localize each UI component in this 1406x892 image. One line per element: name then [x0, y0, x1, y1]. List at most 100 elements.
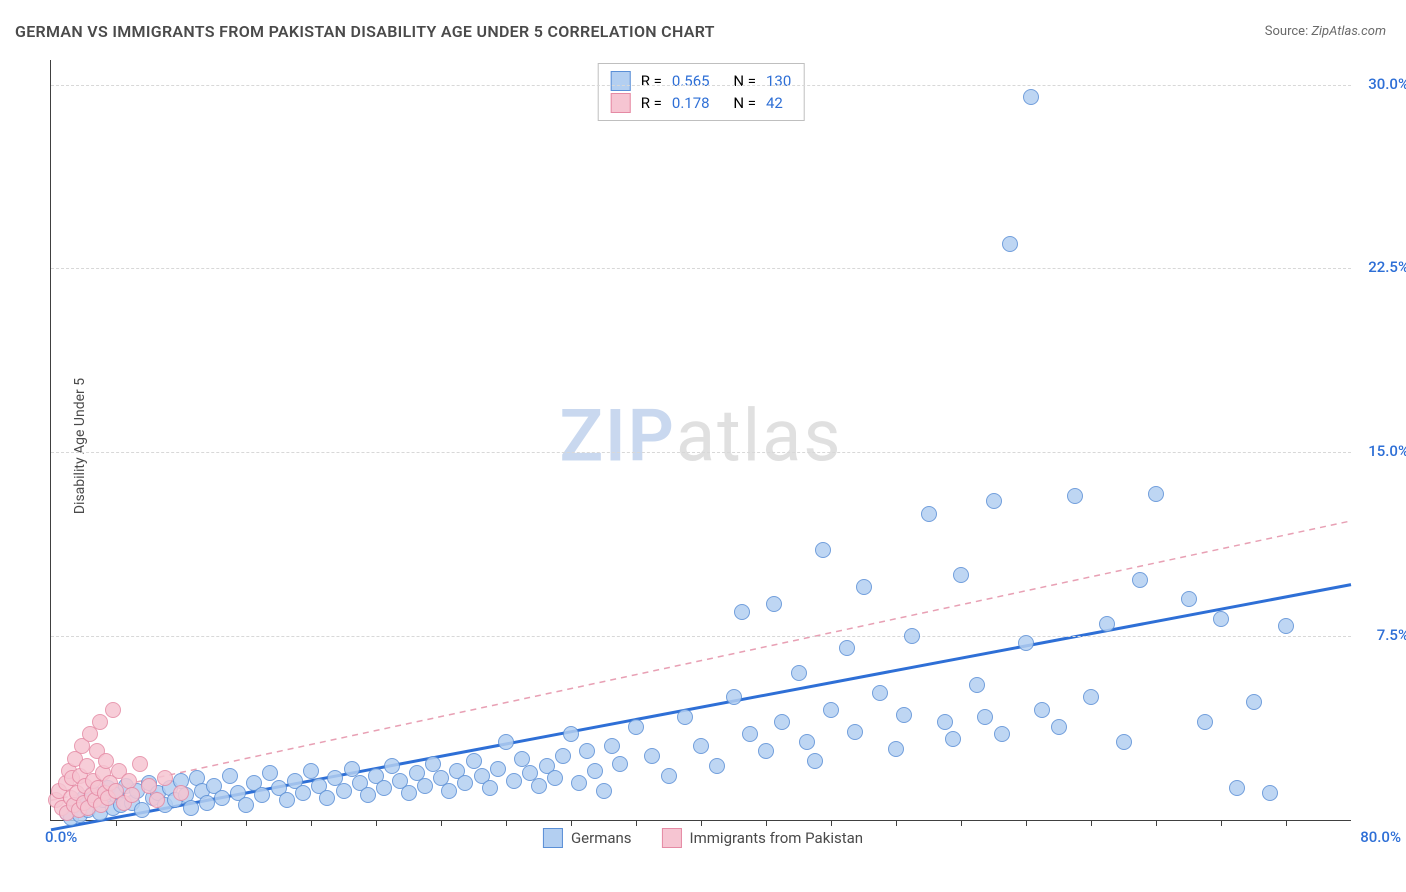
- x-tick-mark: [1156, 820, 1157, 826]
- data-point-germans: [344, 761, 360, 777]
- data-point-germans: [596, 783, 612, 799]
- source-value: ZipAtlas.com: [1311, 24, 1386, 39]
- data-point-germans: [742, 726, 758, 742]
- data-point-germans: [563, 726, 579, 742]
- x-tick-mark: [246, 820, 247, 826]
- legend-item-pakistan: Immigrants from Pakistan: [662, 828, 864, 848]
- data-point-germans: [774, 714, 790, 730]
- y-tick-label: 15.0%: [1368, 442, 1406, 460]
- data-point-germans: [1262, 785, 1278, 801]
- legend-label-pakistan: Immigrants from Pakistan: [690, 829, 864, 847]
- data-point-immigrants-pakistan: [173, 785, 189, 801]
- data-point-germans: [807, 753, 823, 769]
- n-value-pakistan: 42: [766, 92, 783, 114]
- data-point-germans: [945, 731, 961, 747]
- data-point-germans: [726, 689, 742, 705]
- data-point-germans: [1023, 89, 1039, 105]
- data-point-germans: [986, 493, 1002, 509]
- gridline: [51, 85, 1351, 86]
- legend-bottom: Germans Immigrants from Pakistan: [543, 828, 863, 848]
- data-point-germans: [319, 790, 335, 806]
- data-point-germans: [896, 707, 912, 723]
- data-point-germans: [1132, 572, 1148, 588]
- x-tick-mark: [701, 820, 702, 826]
- data-point-germans: [612, 756, 628, 772]
- x-tick-mark: [311, 820, 312, 826]
- data-point-germans: [183, 800, 199, 816]
- data-point-immigrants-pakistan: [79, 758, 95, 774]
- data-point-germans: [579, 743, 595, 759]
- gridline: [51, 452, 1351, 453]
- data-point-germans: [953, 567, 969, 583]
- data-point-germans: [604, 738, 620, 754]
- x-tick-mark: [1091, 820, 1092, 826]
- data-point-germans: [360, 787, 376, 803]
- data-point-germans: [514, 751, 530, 767]
- data-point-germans: [1148, 486, 1164, 502]
- infobox-row-pakistan: R = 0.178 N = 42: [611, 92, 792, 114]
- r-value-pakistan: 0.178: [672, 92, 710, 114]
- data-point-germans: [490, 761, 506, 777]
- trendline-immigrants-pakistan: [51, 521, 1351, 800]
- x-tick-mark: [896, 820, 897, 826]
- data-point-germans: [1181, 591, 1197, 607]
- x-tick-mark: [961, 820, 962, 826]
- x-origin-label: 0.0%: [45, 828, 77, 846]
- data-point-germans: [214, 790, 230, 806]
- watermark-atlas: atlas: [676, 393, 843, 478]
- data-point-germans: [555, 748, 571, 764]
- data-point-germans: [376, 780, 392, 796]
- swatch-pakistan-icon: [611, 93, 631, 113]
- data-point-germans: [466, 753, 482, 769]
- data-point-germans: [279, 792, 295, 808]
- data-point-germans: [734, 604, 750, 620]
- data-point-germans: [303, 763, 319, 779]
- n-value-germans: 130: [766, 70, 791, 92]
- data-point-germans: [1099, 616, 1115, 632]
- data-point-germans: [1034, 702, 1050, 718]
- data-point-germans: [238, 797, 254, 813]
- data-point-germans: [1002, 236, 1018, 252]
- data-point-immigrants-pakistan: [121, 773, 137, 789]
- x-tick-mark: [636, 820, 637, 826]
- data-point-immigrants-pakistan: [141, 778, 157, 794]
- gridline: [51, 268, 1351, 269]
- r-label: R =: [641, 92, 662, 114]
- data-point-germans: [1116, 734, 1132, 750]
- data-point-germans: [628, 719, 644, 735]
- data-point-germans: [425, 756, 441, 772]
- chart-plot-area: ZIPatlas R = 0.565 N = 130 R = 0.178 N =…: [50, 60, 1351, 821]
- data-point-germans: [506, 773, 522, 789]
- data-point-germans: [1197, 714, 1213, 730]
- data-point-germans: [1229, 780, 1245, 796]
- data-point-germans: [661, 768, 677, 784]
- x-tick-mark: [441, 820, 442, 826]
- n-label: N =: [733, 70, 756, 92]
- data-point-germans: [199, 795, 215, 811]
- data-point-germans: [994, 726, 1010, 742]
- data-point-germans: [823, 702, 839, 718]
- data-point-germans: [482, 780, 498, 796]
- source-attribution: Source: ZipAtlas.com: [1265, 24, 1386, 39]
- watermark-zip: ZIP: [559, 393, 675, 478]
- data-point-germans: [1246, 694, 1262, 710]
- trendline-germans: [51, 585, 1351, 830]
- data-point-germans: [977, 709, 993, 725]
- data-point-germans: [254, 787, 270, 803]
- x-tick-mark: [766, 820, 767, 826]
- data-point-germans: [644, 748, 660, 764]
- y-tick-label: 22.5%: [1368, 258, 1406, 276]
- data-point-germans: [1213, 611, 1229, 627]
- data-point-germans: [766, 596, 782, 612]
- x-tick-mark: [1026, 820, 1027, 826]
- x-tick-mark: [116, 820, 117, 826]
- x-tick-mark: [1286, 820, 1287, 826]
- data-point-germans: [791, 665, 807, 681]
- data-point-germans: [587, 763, 603, 779]
- swatch-germans-icon: [611, 71, 631, 91]
- data-point-germans: [677, 709, 693, 725]
- data-point-germans: [222, 768, 238, 784]
- y-tick-label: 30.0%: [1368, 75, 1406, 93]
- data-point-germans: [847, 724, 863, 740]
- data-point-germans: [709, 758, 725, 774]
